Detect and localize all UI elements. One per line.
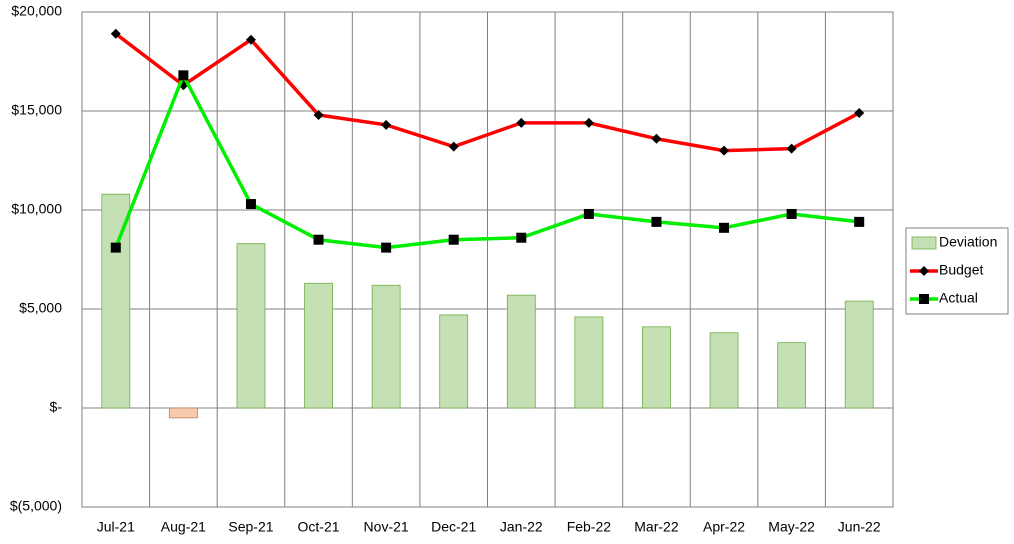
x-tick-label: Sep-21 [228, 519, 273, 535]
marker [719, 145, 730, 156]
bar [439, 314, 469, 409]
line [114, 73, 860, 250]
legend-swatch [911, 236, 937, 250]
y-tick-label: $(5,000) [10, 498, 62, 514]
marker [245, 199, 256, 210]
marker [919, 294, 929, 304]
marker [313, 109, 324, 120]
marker [583, 117, 594, 128]
bar [371, 284, 401, 409]
y-tick-label: $15,000 [11, 102, 62, 118]
marker [854, 107, 865, 118]
x-tick-label: Nov-21 [364, 519, 409, 535]
marker [313, 234, 324, 245]
y-tick-label: $20,000 [11, 3, 62, 19]
marker [651, 216, 662, 227]
x-tick-label: Jan-22 [500, 519, 543, 535]
bar [642, 326, 671, 409]
marker [854, 216, 865, 227]
x-tick-label: Feb-22 [567, 519, 612, 535]
y-tick-label: $5,000 [19, 300, 62, 316]
x-tick-label: Apr-22 [703, 519, 745, 535]
legend-label: Actual [939, 290, 978, 306]
bar [844, 300, 874, 409]
marker [381, 242, 392, 253]
marker [786, 143, 797, 154]
x-tick-label: Dec-21 [431, 519, 476, 535]
marker [245, 34, 256, 45]
x-tick-label: Aug-21 [161, 519, 206, 535]
bar [506, 294, 536, 409]
marker [516, 232, 527, 243]
x-tick-label: Oct-21 [298, 519, 340, 535]
marker [719, 222, 730, 233]
bar [236, 243, 266, 409]
x-tick-label: Mar-22 [634, 519, 679, 535]
x-tick-label: Jul-21 [97, 519, 135, 535]
x-tick-label: May-22 [768, 519, 815, 535]
marker [110, 242, 121, 253]
marker [178, 70, 189, 81]
line [114, 32, 861, 153]
marker [448, 141, 459, 152]
legend-label: Budget [939, 262, 983, 278]
marker [381, 119, 392, 130]
bar [574, 316, 604, 409]
marker [583, 208, 594, 219]
marker [651, 133, 662, 144]
y-tick-label: $- [50, 399, 63, 415]
x-tick-label: Jun-22 [838, 519, 881, 535]
marker [786, 208, 797, 219]
marker [516, 117, 527, 128]
marker [448, 234, 459, 245]
legend-label: Deviation [939, 234, 997, 250]
marker [919, 266, 929, 276]
bar [777, 342, 807, 409]
bar [168, 407, 198, 419]
bar [101, 193, 131, 409]
bar [709, 332, 739, 409]
y-tick-label: $10,000 [11, 201, 62, 217]
marker [110, 28, 121, 39]
bar [304, 282, 333, 409]
